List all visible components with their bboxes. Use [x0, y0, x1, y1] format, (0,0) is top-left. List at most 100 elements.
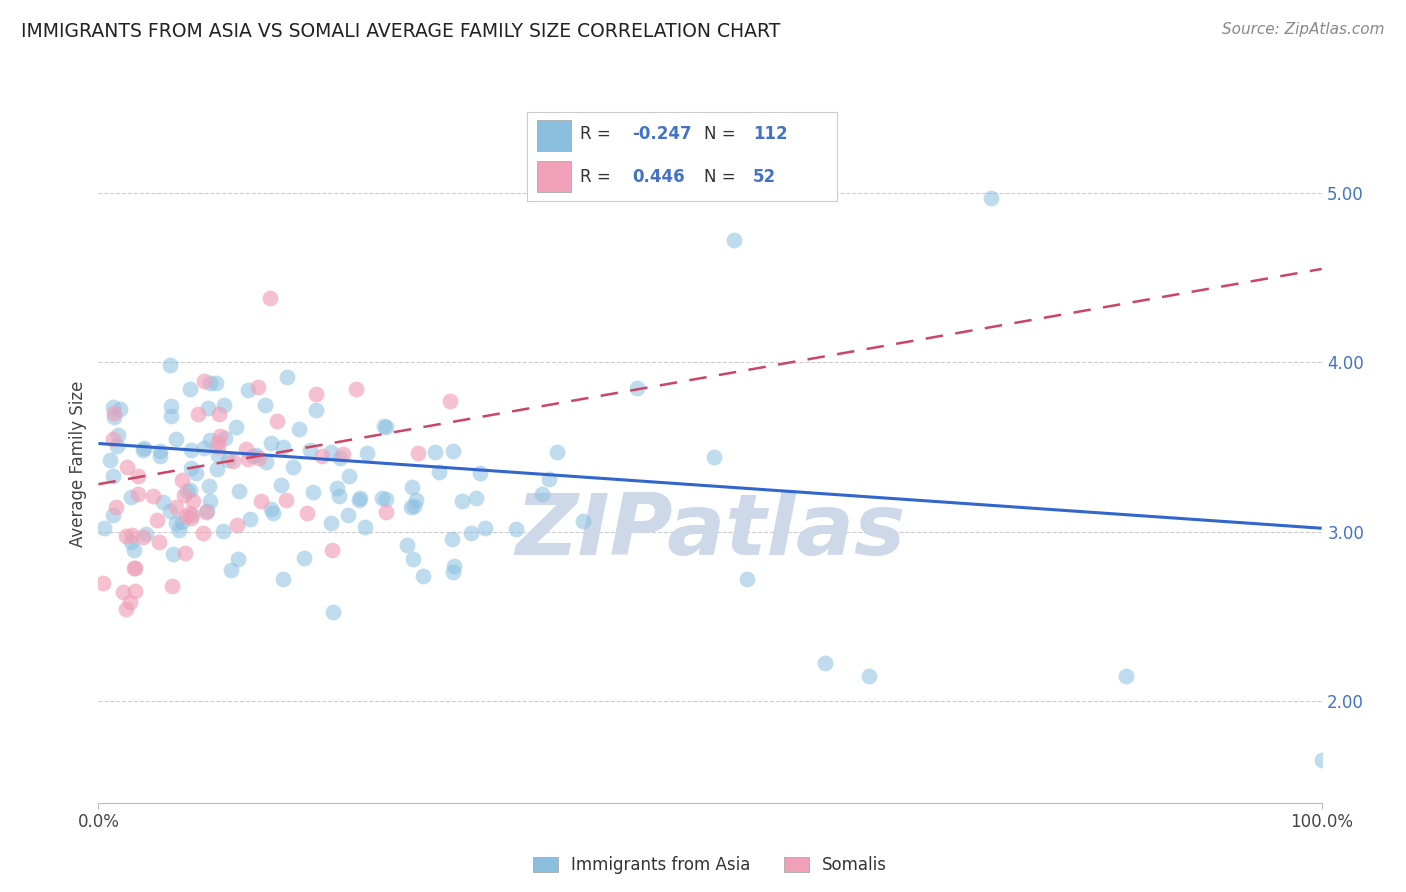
- Point: [297, 506, 319, 520]
- Point: [214, 431, 236, 445]
- Text: Source: ZipAtlas.com: Source: ZipAtlas.com: [1222, 22, 1385, 37]
- Point: [441, 532, 464, 546]
- Text: -0.247: -0.247: [633, 125, 692, 144]
- Point: [347, 492, 370, 507]
- Point: [162, 547, 184, 561]
- Point: [91, 575, 114, 590]
- Point: [200, 376, 222, 390]
- Point: [443, 558, 465, 573]
- Point: [217, 453, 239, 467]
- Point: [173, 488, 195, 502]
- Point: [122, 561, 145, 575]
- Point: [305, 403, 328, 417]
- Point: [271, 572, 294, 586]
- Point: [723, 233, 745, 247]
- Point: [1115, 669, 1137, 683]
- Point: [107, 427, 129, 442]
- Point: [179, 506, 201, 520]
- Point: [225, 420, 247, 434]
- Point: [281, 459, 304, 474]
- Bar: [537, 161, 571, 192]
- Point: [322, 605, 344, 619]
- Point: [222, 454, 245, 468]
- Point: [132, 530, 155, 544]
- Point: [443, 444, 465, 458]
- Point: [208, 429, 231, 443]
- Point: [371, 491, 394, 505]
- Point: [105, 439, 128, 453]
- Point: [305, 387, 328, 401]
- Point: [101, 508, 124, 522]
- Point: [266, 414, 288, 428]
- Point: [195, 505, 218, 519]
- Point: [374, 504, 396, 518]
- Point: [183, 493, 205, 508]
- Point: [287, 422, 309, 436]
- Point: [180, 461, 202, 475]
- Point: [204, 376, 226, 390]
- Point: [450, 494, 472, 508]
- Point: [108, 402, 131, 417]
- Point: [226, 552, 249, 566]
- Point: [124, 561, 146, 575]
- Point: [703, 450, 725, 464]
- Point: [187, 407, 209, 421]
- Point: [207, 448, 229, 462]
- Point: [174, 508, 197, 523]
- Point: [1310, 753, 1333, 767]
- Point: [165, 500, 187, 514]
- Point: [115, 459, 138, 474]
- Point: [465, 491, 488, 505]
- Point: [180, 443, 202, 458]
- Point: [111, 585, 134, 599]
- Point: [321, 516, 343, 530]
- Point: [328, 489, 350, 503]
- Point: [531, 487, 554, 501]
- Point: [146, 513, 169, 527]
- Text: N =: N =: [703, 125, 741, 144]
- Point: [180, 511, 202, 525]
- Point: [118, 595, 141, 609]
- Point: [142, 489, 165, 503]
- Point: [259, 436, 281, 450]
- Point: [259, 291, 281, 305]
- Point: [546, 445, 568, 459]
- Point: [356, 445, 378, 459]
- Point: [152, 495, 174, 509]
- Point: [402, 551, 425, 566]
- Point: [212, 524, 235, 538]
- Point: [292, 550, 315, 565]
- Point: [238, 383, 260, 397]
- Point: [114, 529, 136, 543]
- Point: [239, 512, 262, 526]
- Point: [160, 579, 183, 593]
- Point: [405, 493, 427, 508]
- Point: [319, 444, 342, 458]
- Point: [301, 485, 323, 500]
- Point: [207, 434, 229, 449]
- Point: [193, 441, 215, 455]
- Point: [103, 469, 125, 483]
- Point: [103, 410, 125, 425]
- Point: [329, 450, 352, 465]
- Point: [148, 535, 170, 549]
- Text: R =: R =: [579, 125, 616, 144]
- Point: [246, 380, 269, 394]
- Point: [176, 483, 198, 498]
- Point: [626, 381, 648, 395]
- Point: [336, 508, 359, 522]
- Point: [980, 191, 1002, 205]
- Point: [245, 448, 267, 462]
- Point: [276, 370, 298, 384]
- Point: [412, 569, 434, 583]
- Point: [159, 504, 181, 518]
- Point: [167, 523, 190, 537]
- Point: [193, 374, 215, 388]
- Point: [172, 515, 194, 529]
- Point: [104, 500, 127, 514]
- Point: [262, 506, 284, 520]
- Point: [254, 454, 277, 468]
- Point: [247, 450, 270, 465]
- Point: [271, 441, 294, 455]
- Point: [198, 479, 221, 493]
